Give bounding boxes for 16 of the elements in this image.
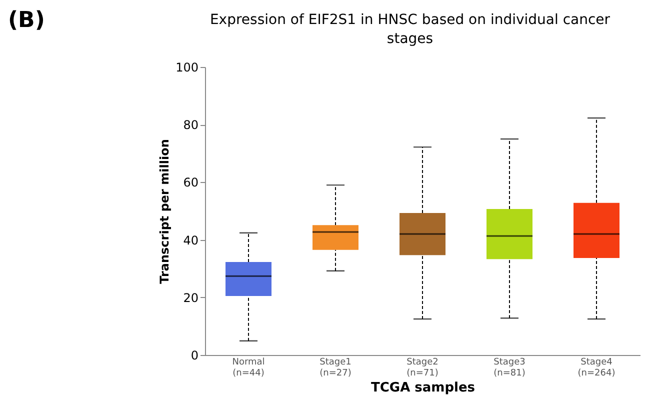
text: (B): [8, 8, 45, 33]
x-axis-title: TCGA samples: [370, 380, 476, 396]
x-tick-label: Stage1 (n=27): [320, 358, 352, 378]
text: stages: [386, 31, 434, 47]
y-tick-label: 20: [183, 290, 198, 305]
x-tick-label: Stage4 (n=264): [578, 358, 616, 378]
y-tick-label: 80: [183, 118, 198, 132]
y-tick-label: 40: [183, 233, 198, 248]
y-tick-label: 100: [176, 60, 198, 74]
y-tick-label: 0: [190, 348, 198, 362]
x-tick-label: Stage2 (n=71): [406, 358, 438, 378]
x-tick-label: Stage3 (n=81): [494, 358, 526, 378]
y-tick-label: 60: [183, 176, 198, 190]
text: Expression of EIF2S1 in HNSC based on individual cancer: [210, 12, 610, 28]
x-tick-label: Normal (n=44): [232, 358, 265, 378]
y-axis-title: Transcript per million: [158, 139, 172, 284]
